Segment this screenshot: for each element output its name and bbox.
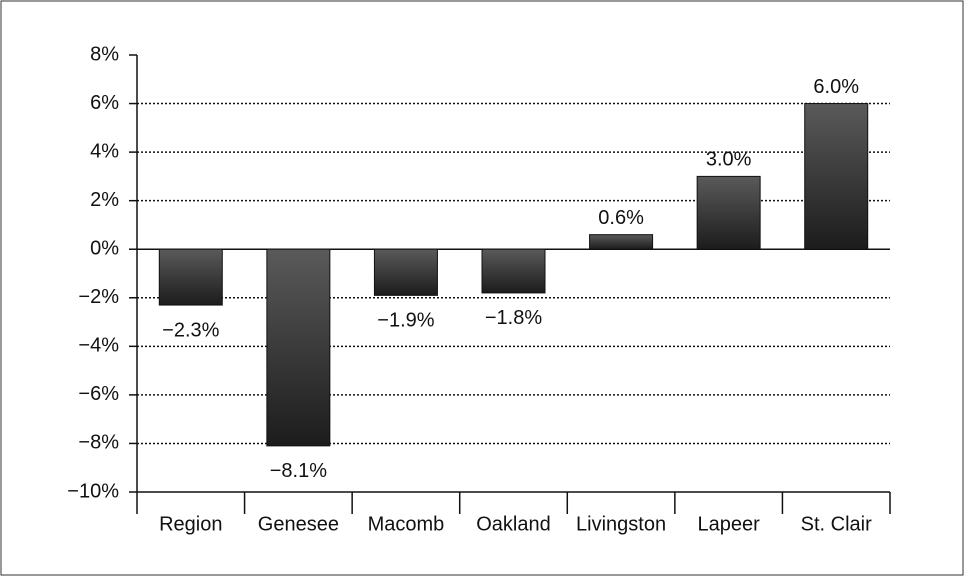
y-tick-label: −10% bbox=[67, 480, 119, 502]
value-label: 6.0% bbox=[813, 76, 859, 98]
x-tick-label: Livingston bbox=[576, 513, 666, 535]
y-tick-label: −8% bbox=[78, 432, 119, 454]
bar bbox=[589, 234, 654, 250]
y-tick-label: 8% bbox=[90, 43, 119, 65]
x-tick-label: Genesee bbox=[258, 513, 339, 535]
y-tick-label: 6% bbox=[90, 92, 119, 114]
x-tick-label: St. Clair bbox=[801, 513, 872, 535]
bar bbox=[696, 175, 761, 250]
y-tick-label: −4% bbox=[78, 335, 119, 357]
x-tick-label: Macomb bbox=[368, 513, 445, 535]
value-label: −1.8% bbox=[485, 307, 542, 329]
bar bbox=[158, 248, 223, 306]
bar bbox=[373, 248, 438, 296]
x-tick-label: Oakland bbox=[476, 513, 551, 535]
y-tick-label: −2% bbox=[78, 286, 119, 308]
bar bbox=[481, 248, 546, 294]
y-tick-label: −6% bbox=[78, 383, 119, 405]
value-label: −8.1% bbox=[270, 460, 327, 482]
value-label: 0.6% bbox=[598, 207, 644, 229]
y-tick-label: 0% bbox=[90, 238, 119, 260]
bar bbox=[804, 103, 869, 250]
value-label: −1.9% bbox=[377, 310, 434, 332]
y-tick-label: 4% bbox=[90, 140, 119, 162]
value-label: −2.3% bbox=[162, 319, 219, 341]
x-tick-label: Lapeer bbox=[698, 513, 761, 535]
y-tick-label: 2% bbox=[90, 189, 119, 211]
bar bbox=[266, 248, 331, 447]
x-tick-label: Region bbox=[159, 513, 222, 535]
value-label: 3.0% bbox=[706, 149, 752, 171]
